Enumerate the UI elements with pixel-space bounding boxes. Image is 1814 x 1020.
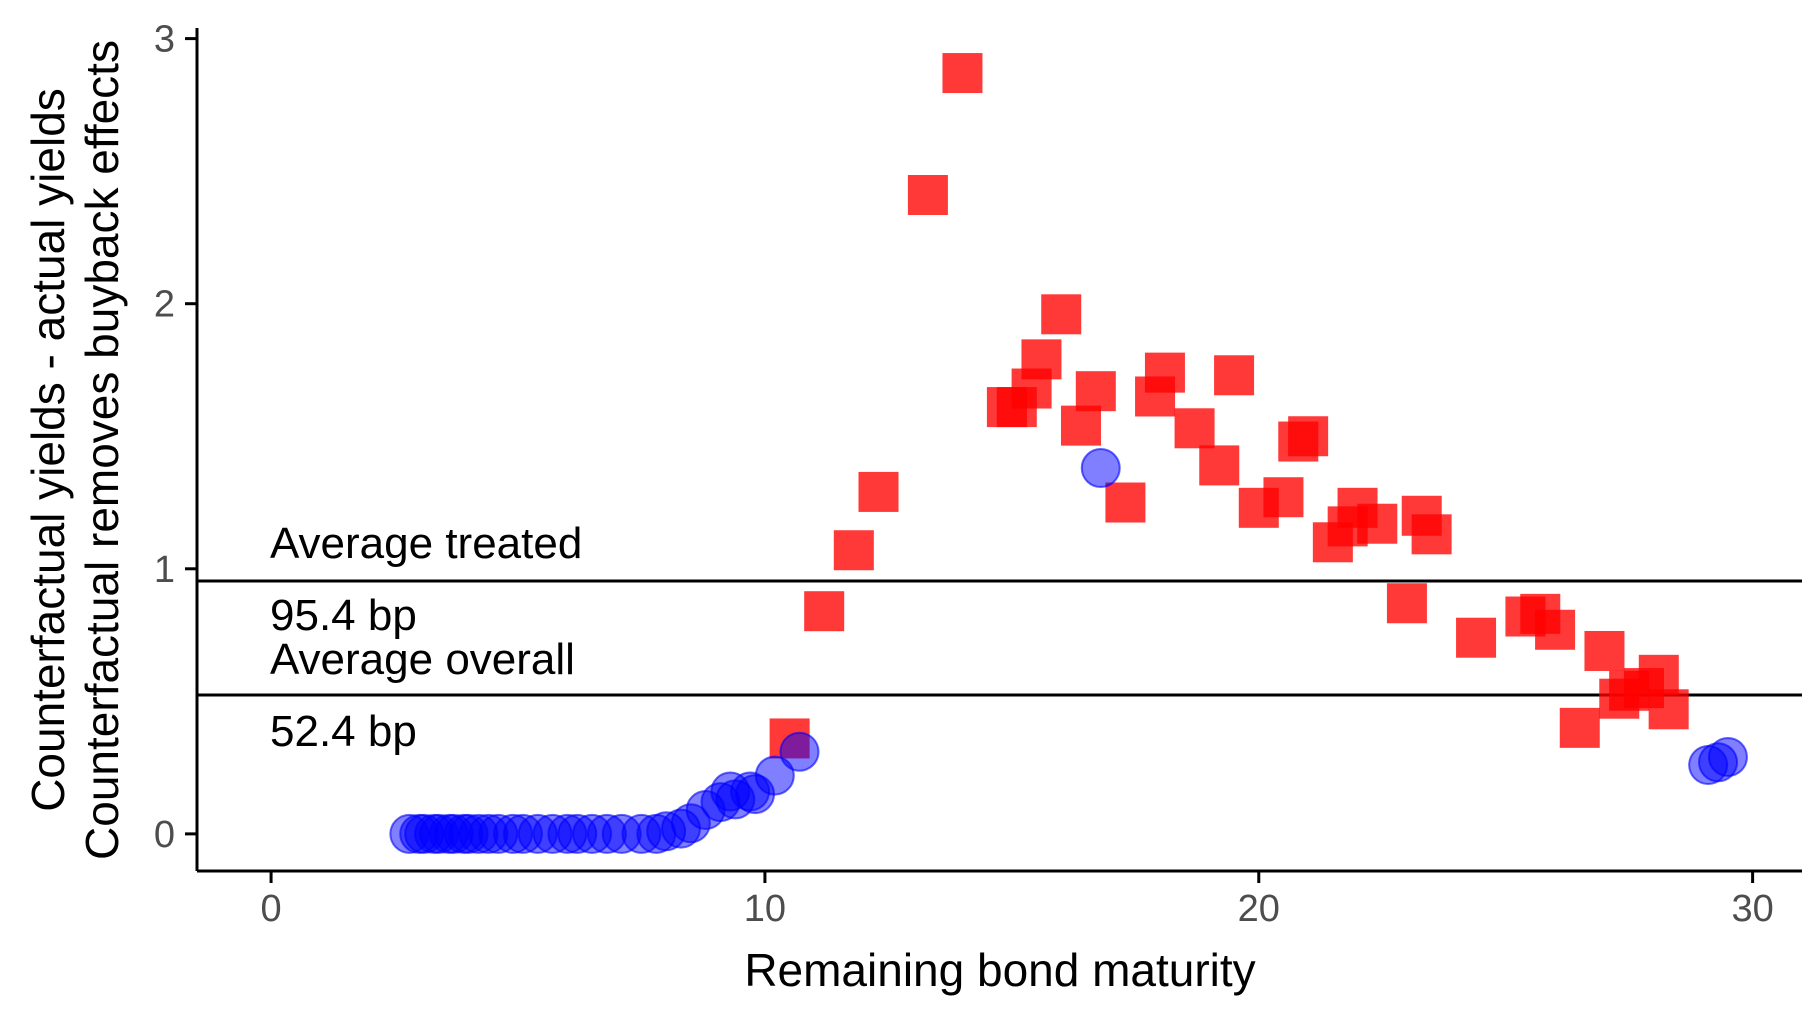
x-axis-title: Remaining bond maturity [744, 944, 1255, 996]
square-point-13 [1105, 482, 1146, 523]
square-point-1 [804, 591, 845, 632]
annotations: Average treated 95.4 bp Average overall … [270, 519, 582, 756]
ticks: 0 10 20 30 0 1 2 3 [154, 19, 1774, 930]
square-point-29 [1411, 514, 1452, 555]
y-axis-title-line-1: Counterfactual yields - actual yields [22, 88, 74, 812]
square-point-34 [1559, 707, 1600, 748]
circle-point-37 [1707, 737, 1748, 778]
y-axis-title: Counterfactual yields - actual yields Co… [22, 40, 128, 860]
square-point-10 [1041, 294, 1082, 335]
avg-overall-value: 52.4 bp [270, 707, 417, 756]
y-tick-label-2: 2 [154, 284, 175, 326]
reference-lines [197, 579, 1802, 697]
square-point-11 [1060, 405, 1101, 446]
square-point-35 [1584, 630, 1625, 671]
x-tick-label-3: 30 [1731, 888, 1773, 930]
y-tick-label-0: 0 [154, 814, 175, 856]
square-point-27 [1386, 583, 1427, 624]
axes [195, 28, 1802, 873]
square-point-30 [1456, 617, 1497, 658]
square-point-3 [858, 471, 899, 512]
avg-overall-label: Average overall [270, 635, 575, 684]
square-point-39 [1638, 654, 1679, 695]
square-point-22 [1288, 416, 1329, 457]
circle-point-34 [1080, 448, 1121, 489]
x-tick-label-1: 10 [744, 888, 786, 930]
circle-point-33 [779, 731, 820, 772]
square-point-20 [1263, 477, 1304, 518]
square-point-18 [1214, 355, 1255, 396]
avg-treated-label: Average treated [270, 519, 582, 568]
square-point-26 [1357, 503, 1398, 544]
square-point-5 [942, 53, 983, 94]
data-points [389, 53, 1748, 854]
square-point-40 [1648, 689, 1689, 730]
square-point-16 [1174, 408, 1215, 449]
square-point-9 [1021, 339, 1062, 380]
square-point-2 [833, 530, 874, 571]
avg-treated-value: 95.4 bp [270, 591, 417, 640]
square-point-15 [1144, 352, 1185, 393]
square-point-33 [1535, 609, 1576, 650]
y-tick-label-3: 3 [154, 19, 175, 61]
x-tick-label-0: 0 [261, 888, 282, 930]
square-point-4 [907, 175, 948, 216]
y-axis-title-line-2: Counterfactual removes buyback effects [76, 40, 128, 860]
x-tick-label-2: 20 [1238, 888, 1280, 930]
y-tick-label-1: 1 [154, 549, 175, 591]
circle-point-32 [754, 755, 795, 796]
square-point-17 [1199, 445, 1240, 486]
square-point-12 [1075, 371, 1116, 412]
